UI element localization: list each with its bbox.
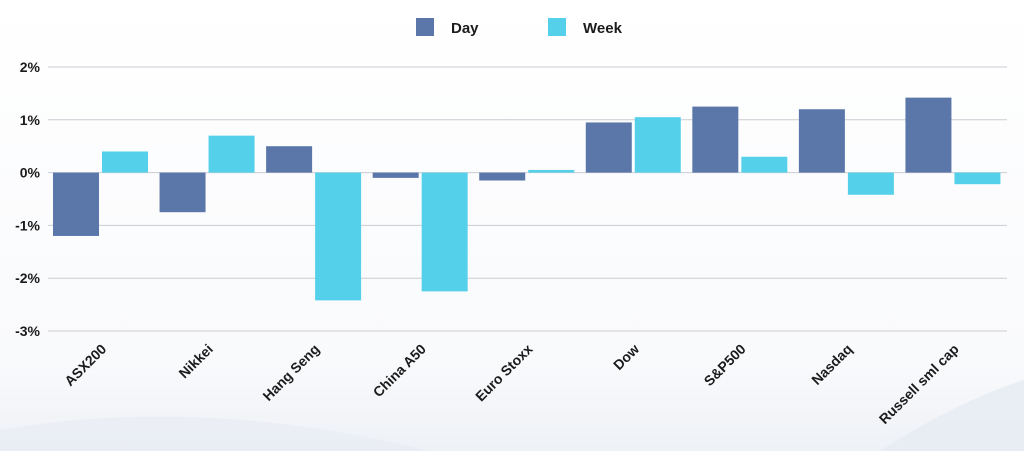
y-tick-label: -1% bbox=[15, 217, 40, 233]
bar-week-asx200 bbox=[102, 151, 148, 173]
bar-day-hang-seng bbox=[266, 146, 313, 173]
bar-day-nasdaq bbox=[798, 109, 845, 173]
x-tick-label: Dow bbox=[610, 341, 642, 373]
y-tick-label: 1% bbox=[20, 112, 41, 128]
bars bbox=[53, 97, 1001, 301]
bar-week-hang-seng bbox=[315, 172, 362, 301]
bar-day-s-p500 bbox=[692, 106, 739, 173]
bar-day-euro-stoxx bbox=[479, 172, 526, 181]
x-tick-label: ASX200 bbox=[61, 341, 109, 389]
bar-day-nikkei bbox=[159, 172, 206, 213]
bar-week-dow bbox=[634, 117, 681, 173]
x-tick-label: Hang Seng bbox=[259, 341, 322, 404]
bar-week-nasdaq bbox=[847, 172, 894, 195]
x-tick-label: Nikkei bbox=[175, 341, 215, 381]
legend-swatch-day bbox=[416, 18, 434, 36]
bar-day-asx200 bbox=[53, 172, 99, 236]
y-tick-label: 2% bbox=[20, 59, 41, 75]
legend-swatch-week bbox=[548, 18, 566, 36]
bar-day-dow bbox=[585, 122, 632, 173]
bar-week-euro-stoxx bbox=[528, 169, 575, 173]
x-tick-label: China A50 bbox=[370, 341, 430, 401]
x-axis: ASX200 Nikkei Hang Seng China A50 Euro Stoxx… bbox=[61, 341, 962, 427]
legend-label-day: Day bbox=[451, 20, 479, 37]
x-tick-label: Nasdaq bbox=[808, 341, 855, 388]
bar-day-russell-sml-cap bbox=[905, 97, 952, 173]
bar-week-china-a50 bbox=[421, 172, 468, 292]
background-swoosh-right bbox=[880, 380, 1024, 451]
bar-week-russell-sml-cap bbox=[954, 172, 1001, 185]
y-tick-label: -2% bbox=[15, 270, 40, 286]
bar-week-nikkei bbox=[208, 135, 255, 173]
x-tick-label: Euro Stoxx bbox=[472, 341, 536, 405]
y-axis: 2% 1% 0% -1% -2% -3% bbox=[15, 59, 1007, 339]
background-swoosh bbox=[0, 416, 430, 451]
y-tick-label: -3% bbox=[15, 323, 40, 339]
legend: Day Week bbox=[416, 18, 623, 37]
x-tick-label: S&P500 bbox=[701, 341, 749, 389]
y-tick-label: 0% bbox=[20, 165, 41, 181]
bar-week-s-p500 bbox=[741, 156, 788, 173]
bar-day-china-a50 bbox=[372, 172, 419, 178]
legend-label-week: Week bbox=[583, 20, 623, 37]
